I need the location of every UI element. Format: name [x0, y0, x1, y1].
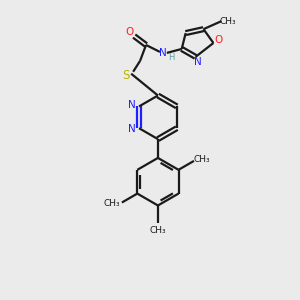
- Text: CH₃: CH₃: [194, 155, 210, 164]
- Text: O: O: [125, 27, 133, 37]
- Text: S: S: [122, 69, 130, 82]
- Text: CH₃: CH₃: [220, 17, 237, 26]
- Text: N: N: [128, 100, 136, 110]
- Text: H: H: [169, 53, 175, 62]
- Text: N: N: [194, 57, 201, 67]
- Text: N: N: [128, 124, 136, 134]
- Text: O: O: [214, 35, 223, 45]
- Text: N: N: [159, 48, 167, 58]
- Text: CH₃: CH₃: [104, 199, 120, 208]
- Text: CH₃: CH₃: [150, 226, 166, 235]
